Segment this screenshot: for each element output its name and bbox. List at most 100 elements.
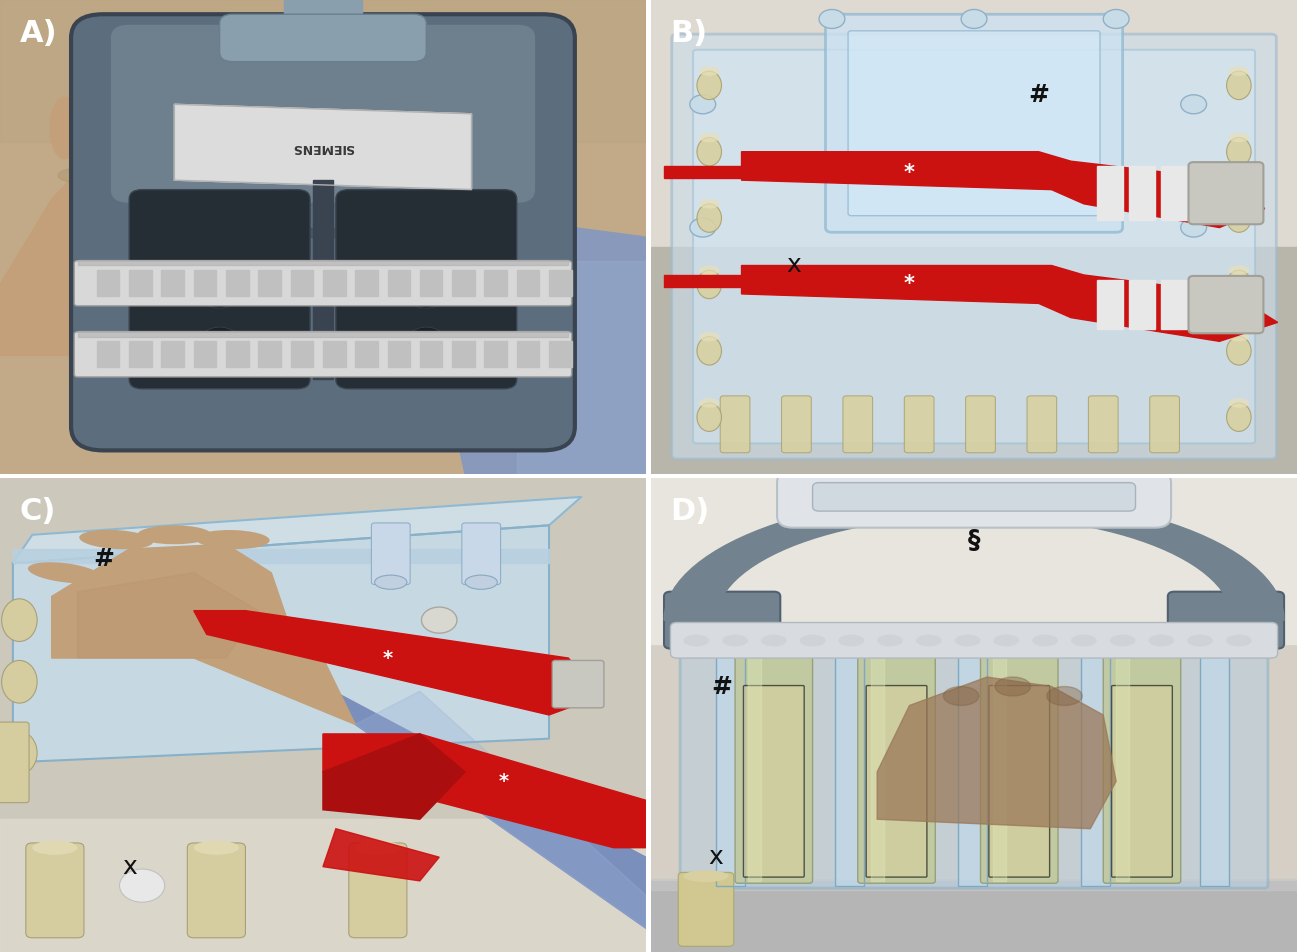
Ellipse shape [838, 635, 864, 646]
Bar [0, 820, 646, 952]
FancyBboxPatch shape [720, 396, 750, 453]
Ellipse shape [1, 661, 38, 704]
Bar [323, 270, 345, 296]
Ellipse shape [696, 71, 721, 100]
FancyBboxPatch shape [1104, 642, 1180, 883]
Ellipse shape [466, 575, 497, 589]
FancyBboxPatch shape [1167, 592, 1284, 648]
Ellipse shape [983, 634, 1054, 653]
Bar [1161, 166, 1187, 221]
Ellipse shape [861, 634, 933, 653]
FancyBboxPatch shape [812, 483, 1136, 511]
Bar [716, 629, 744, 885]
FancyBboxPatch shape [672, 34, 1276, 459]
Bar [355, 270, 377, 296]
Bar [130, 270, 152, 296]
Text: #: # [93, 546, 114, 570]
Ellipse shape [699, 266, 720, 275]
Bar [835, 629, 864, 885]
Bar [291, 342, 314, 367]
FancyBboxPatch shape [988, 685, 1049, 877]
Ellipse shape [699, 332, 720, 342]
Ellipse shape [137, 526, 211, 545]
Bar [97, 342, 119, 367]
Polygon shape [78, 573, 258, 658]
FancyBboxPatch shape [26, 843, 84, 938]
FancyBboxPatch shape [349, 843, 407, 938]
FancyBboxPatch shape [782, 396, 812, 453]
Polygon shape [52, 545, 291, 658]
Bar [0, 0, 646, 142]
Polygon shape [323, 734, 466, 820]
Bar [314, 180, 332, 379]
FancyBboxPatch shape [1188, 276, 1263, 333]
Text: x: x [708, 845, 722, 869]
Polygon shape [877, 677, 1117, 829]
Ellipse shape [690, 95, 716, 114]
Polygon shape [440, 213, 646, 474]
FancyBboxPatch shape [74, 261, 572, 306]
Polygon shape [664, 495, 1284, 620]
FancyBboxPatch shape [74, 332, 572, 377]
FancyBboxPatch shape [336, 189, 516, 388]
Bar [136, 194, 510, 204]
Bar [136, 161, 510, 170]
Ellipse shape [699, 398, 720, 407]
Ellipse shape [51, 97, 79, 159]
Bar [485, 270, 507, 296]
FancyBboxPatch shape [71, 14, 575, 450]
Ellipse shape [696, 137, 721, 166]
Ellipse shape [1227, 337, 1252, 365]
FancyBboxPatch shape [966, 396, 995, 453]
Text: §: § [968, 527, 981, 551]
Polygon shape [323, 829, 440, 881]
FancyBboxPatch shape [743, 685, 804, 877]
Ellipse shape [1148, 635, 1174, 646]
Polygon shape [742, 266, 1278, 342]
FancyBboxPatch shape [553, 661, 604, 708]
Ellipse shape [127, 111, 157, 173]
Ellipse shape [684, 870, 729, 883]
Text: C): C) [19, 497, 56, 526]
Ellipse shape [114, 88, 144, 149]
Ellipse shape [1187, 635, 1213, 646]
Ellipse shape [1227, 403, 1252, 431]
Bar [226, 270, 249, 296]
Bar [284, 0, 362, 24]
Bar [1200, 629, 1230, 885]
Ellipse shape [696, 204, 721, 232]
FancyBboxPatch shape [1112, 685, 1172, 877]
Text: *: * [383, 648, 393, 667]
Bar [136, 228, 510, 237]
FancyBboxPatch shape [130, 189, 310, 388]
Ellipse shape [1071, 635, 1097, 646]
Bar [870, 644, 883, 881]
Bar [226, 342, 249, 367]
Ellipse shape [1228, 266, 1249, 275]
Ellipse shape [1, 731, 38, 774]
Bar [78, 260, 568, 266]
Bar [716, 629, 744, 885]
FancyBboxPatch shape [735, 642, 812, 883]
Bar [388, 342, 410, 367]
Bar [1200, 629, 1230, 885]
FancyBboxPatch shape [825, 14, 1123, 232]
Bar [1097, 280, 1123, 329]
Bar [1080, 629, 1110, 885]
Bar [516, 342, 540, 367]
FancyBboxPatch shape [1149, 396, 1179, 453]
Ellipse shape [696, 337, 721, 365]
Ellipse shape [1228, 132, 1249, 142]
FancyBboxPatch shape [371, 523, 410, 585]
Ellipse shape [193, 841, 239, 855]
Text: *: * [904, 163, 914, 183]
Ellipse shape [1180, 218, 1206, 237]
Polygon shape [271, 658, 646, 928]
Ellipse shape [375, 575, 407, 589]
Bar [651, 0, 1297, 247]
FancyBboxPatch shape [671, 623, 1278, 658]
Polygon shape [193, 620, 355, 724]
Ellipse shape [1227, 204, 1252, 232]
Ellipse shape [32, 841, 78, 855]
Ellipse shape [995, 677, 1031, 696]
